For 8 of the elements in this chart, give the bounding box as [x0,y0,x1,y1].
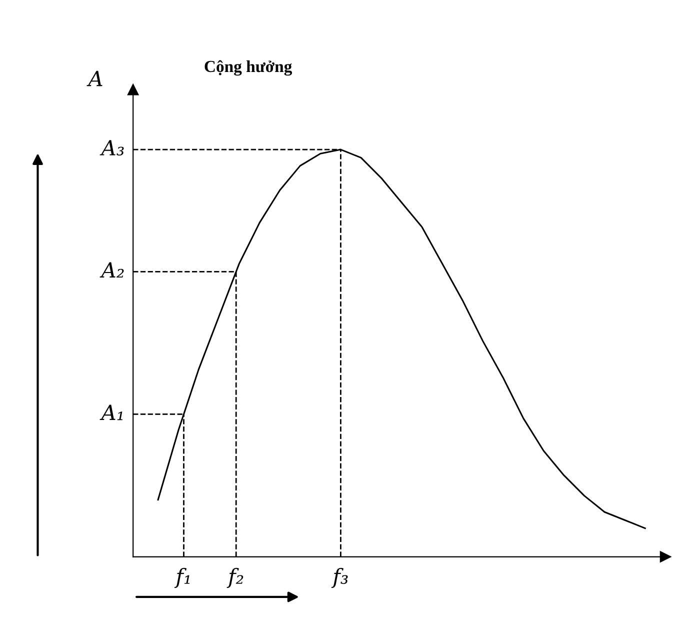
text: f₂ [226,568,244,588]
ref-line-label: A₃ [100,140,124,156]
ref-line-label: A₁ [100,404,122,420]
text: f₃ [331,568,348,588]
y-axis-title: A [86,70,102,86]
text: f₁ [174,568,190,588]
ref-line-label: A₂ [100,262,124,278]
chart-title: Cộng hưởng [204,60,292,76]
